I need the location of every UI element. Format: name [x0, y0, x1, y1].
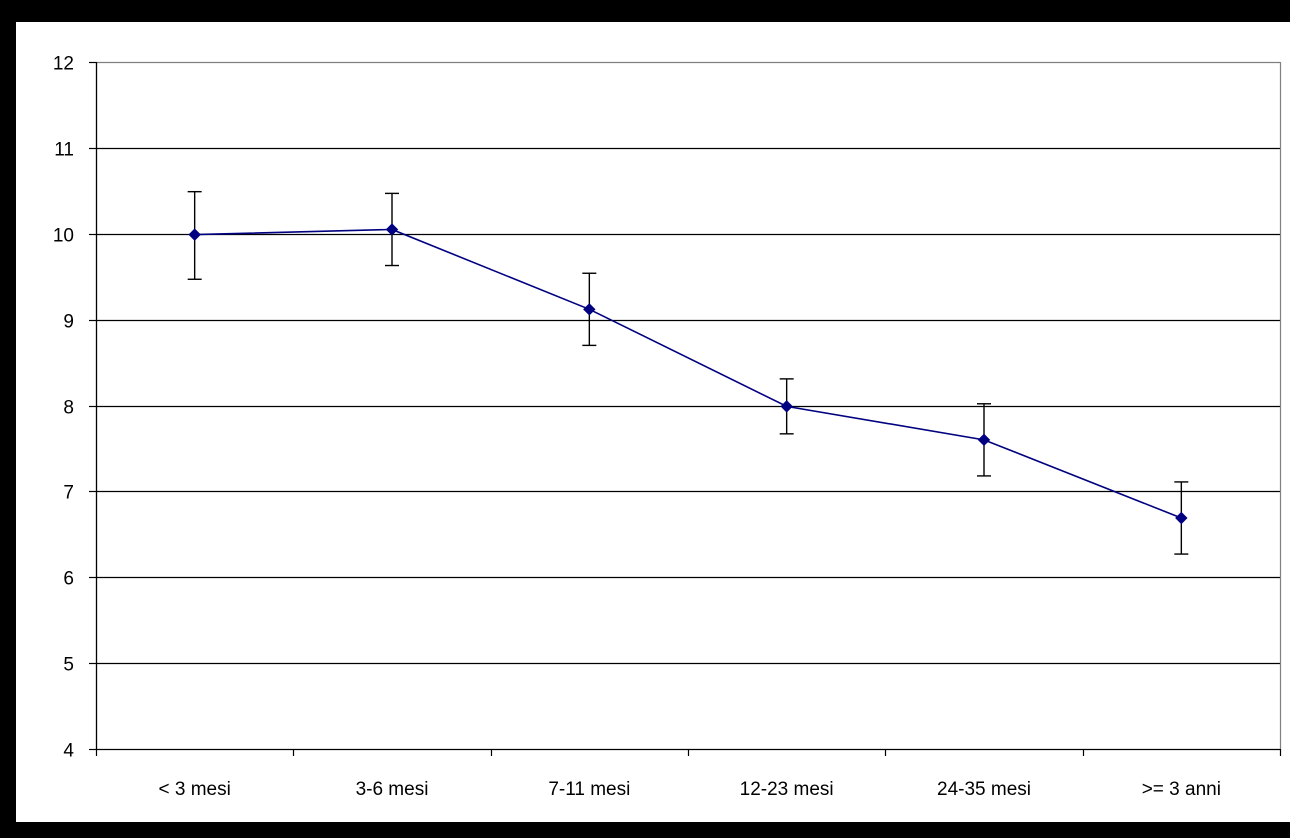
x-tick-label: < 3 mesi	[158, 779, 230, 800]
y-tick-label: 11	[54, 140, 74, 161]
y-tick-labels: 4 5 6 7 8 9 10 11 12	[53, 54, 75, 762]
y-tick-label: 4	[63, 741, 74, 762]
y-tick-label: 10	[53, 226, 74, 247]
data-point	[1175, 511, 1188, 525]
y-tick-label: 9	[63, 312, 74, 333]
x-tick-label: 3-6 mesi	[356, 779, 429, 800]
x-tick-label: 12-23 mesi	[740, 779, 834, 800]
y-tick-label: 5	[63, 655, 74, 676]
axes	[89, 61, 1282, 756]
y-tick-label: 8	[63, 398, 74, 419]
y-tick-label: 6	[63, 569, 74, 590]
x-tick-labels: < 3 mesi 3-6 mesi 7-11 mesi 12-23 mesi 24-35…	[158, 779, 1220, 800]
x-tick-label: 7-11 mesi	[548, 779, 630, 800]
x-tick-label: 24-35 mesi	[937, 779, 1031, 800]
data-point	[188, 228, 201, 241]
data-point	[583, 303, 596, 316]
series-line	[194, 228, 1182, 519]
x-tick-label: >= 3 anni	[1142, 779, 1221, 800]
y-tick-label: 12	[53, 54, 74, 75]
data-point	[385, 223, 399, 236]
y-tick-label: 7	[63, 483, 74, 504]
gridlines	[96, 61, 1280, 665]
series	[187, 190, 1189, 555]
data-point	[780, 400, 793, 413]
data-point	[977, 433, 991, 447]
chart-background	[16, 22, 1290, 822]
